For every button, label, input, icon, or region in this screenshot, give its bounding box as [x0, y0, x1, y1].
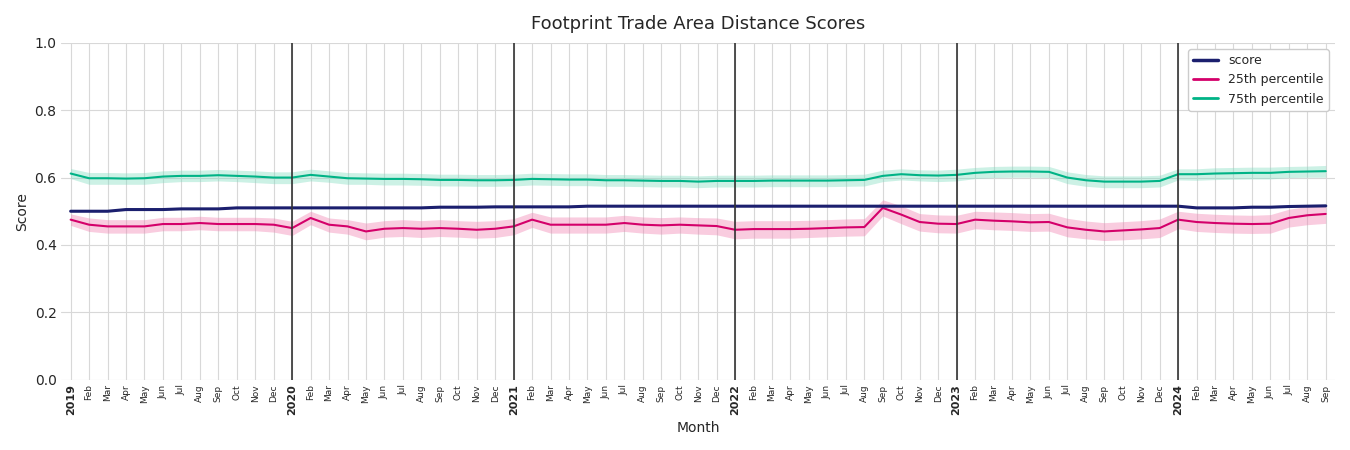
X-axis label: Month: Month: [676, 421, 720, 435]
Y-axis label: Score: Score: [15, 192, 28, 231]
Legend: score, 25th percentile, 75th percentile: score, 25th percentile, 75th percentile: [1188, 49, 1328, 111]
Title: Footprint Trade Area Distance Scores: Footprint Trade Area Distance Scores: [531, 15, 865, 33]
